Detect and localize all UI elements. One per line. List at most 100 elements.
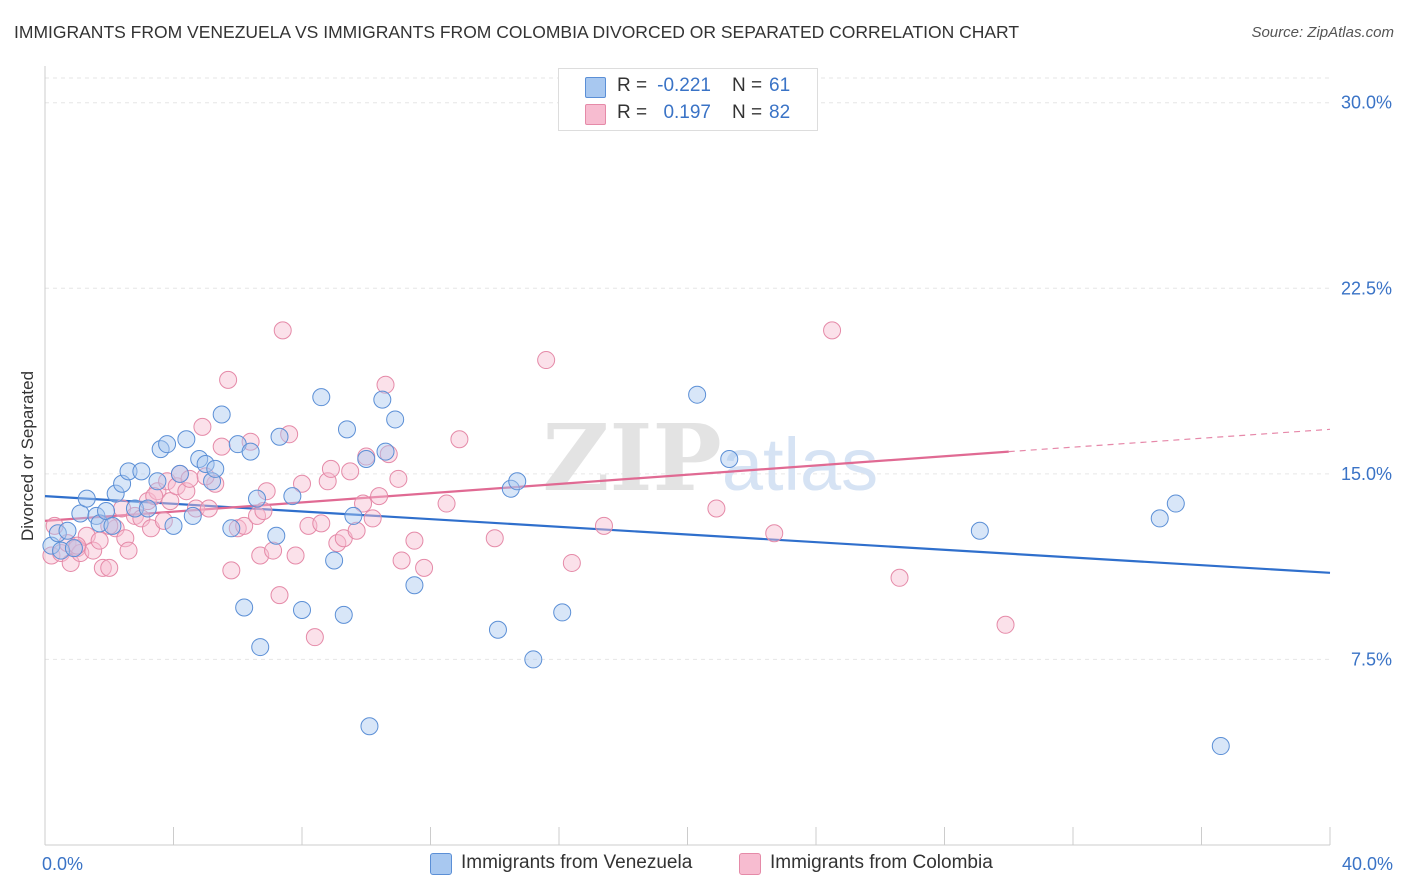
venezuela-point bbox=[553, 603, 572, 622]
venezuela-point bbox=[58, 521, 77, 540]
colombia-point bbox=[273, 321, 292, 340]
venezuela-point bbox=[241, 442, 260, 461]
venezuela-point bbox=[77, 489, 96, 508]
venezuela-point bbox=[376, 442, 395, 461]
colombia-point bbox=[286, 546, 305, 565]
colombia-point bbox=[84, 541, 103, 560]
colombia-point bbox=[389, 469, 408, 488]
colombia-point bbox=[890, 568, 909, 587]
colombia-point bbox=[370, 487, 389, 506]
colombia-point bbox=[132, 509, 151, 528]
venezuela-point bbox=[158, 435, 177, 454]
y-tick-label: 22.5% bbox=[1341, 278, 1392, 298]
venezuela-point bbox=[119, 462, 138, 481]
x-tick-label: 40.0% bbox=[1342, 854, 1393, 874]
venezuela-point bbox=[312, 388, 331, 407]
watermark-atlas: atlas bbox=[722, 423, 878, 506]
colombia-point bbox=[347, 521, 366, 540]
venezuela-r-value: -0.221 bbox=[657, 75, 711, 96]
colombia-point bbox=[707, 499, 726, 518]
venezuela-point bbox=[164, 516, 183, 535]
venezuela-point bbox=[508, 472, 527, 491]
venezuela-legend-label: Immigrants from Venezuela bbox=[461, 852, 693, 873]
venezuela-point bbox=[132, 462, 151, 481]
colombia-point bbox=[321, 459, 340, 478]
colombia-point bbox=[312, 514, 331, 533]
colombia-point bbox=[594, 516, 613, 535]
y-tick-label: 15.0% bbox=[1341, 464, 1392, 484]
venezuela-point bbox=[970, 521, 989, 540]
colombia-point bbox=[537, 351, 556, 370]
colombia-point bbox=[415, 558, 434, 577]
data-points bbox=[42, 321, 1230, 756]
colombia-point bbox=[765, 524, 784, 543]
y-tick-label: 7.5% bbox=[1351, 649, 1392, 669]
colombia-point bbox=[100, 558, 119, 577]
colombia-point bbox=[222, 561, 241, 580]
colombia-point bbox=[93, 558, 112, 577]
venezuela-point bbox=[177, 430, 196, 449]
colombia-point bbox=[68, 536, 87, 555]
colombia-point bbox=[405, 531, 424, 550]
x-tick-label: 0.0% bbox=[42, 854, 83, 874]
venezuela-point bbox=[267, 526, 286, 545]
venezuela-point bbox=[148, 472, 167, 491]
colombia-point bbox=[270, 586, 289, 605]
venezuela-point bbox=[270, 427, 289, 446]
colombia-point bbox=[193, 417, 212, 436]
colombia-point bbox=[392, 551, 411, 570]
tick-labels: 7.5% 15.0% 22.5% 30.0% 0.0% 40.0% Divorced or … bbox=[18, 93, 1393, 874]
venezuela-point bbox=[360, 717, 379, 736]
colombia-point bbox=[354, 494, 373, 513]
venezuela-point bbox=[501, 479, 520, 498]
colombia-point bbox=[154, 511, 173, 530]
venezuela-point bbox=[337, 420, 356, 439]
colombia-point bbox=[823, 321, 842, 340]
watermark-zip: ZIP bbox=[542, 404, 721, 512]
colombia-point bbox=[305, 628, 324, 647]
colombia-legend-swatch bbox=[739, 853, 761, 875]
colombia-point bbox=[437, 494, 456, 513]
venezuela-r-label: R = bbox=[617, 75, 648, 96]
colombia-point bbox=[376, 375, 395, 394]
colombia-point bbox=[379, 445, 398, 464]
venezuela-trend-line bbox=[44, 495, 1331, 574]
venezuela-swatch bbox=[585, 77, 606, 98]
colombia-point bbox=[264, 541, 283, 560]
colombia-point bbox=[562, 553, 581, 572]
colombia-trend-extension bbox=[1008, 428, 1331, 453]
colombia-point bbox=[61, 553, 80, 572]
axes bbox=[44, 66, 1331, 846]
colombia-legend-label: Immigrants from Colombia bbox=[770, 852, 993, 873]
colombia-r-label: R = bbox=[617, 102, 648, 123]
venezuela-point bbox=[106, 484, 125, 503]
venezuela-point bbox=[170, 464, 189, 483]
colombia-point bbox=[996, 615, 1015, 634]
colombia-point bbox=[206, 474, 225, 493]
colombia-point bbox=[119, 541, 138, 560]
venezuela-point bbox=[357, 450, 376, 469]
venezuela-point bbox=[64, 539, 83, 558]
venezuela-point bbox=[386, 410, 405, 429]
colombia-r-value: 0.197 bbox=[663, 102, 711, 123]
colombia-point bbox=[161, 492, 180, 511]
chart-title: IMMIGRANTS FROM VENEZUELA VS IMMIGRANTS … bbox=[14, 22, 1020, 42]
y-tick-label: 30.0% bbox=[1341, 93, 1392, 113]
venezuela-point bbox=[524, 650, 543, 669]
venezuela-point bbox=[235, 598, 254, 617]
venezuela-point bbox=[1211, 737, 1230, 756]
colombia-point bbox=[485, 529, 504, 548]
venezuela-point bbox=[283, 487, 302, 506]
colombia-point bbox=[363, 509, 382, 528]
correlation-legend: R = -0.221 N = 61 R = 0.197 N = 82 bbox=[558, 68, 818, 131]
venezuela-point bbox=[97, 501, 116, 520]
colombia-point bbox=[148, 482, 167, 501]
venezuela-point bbox=[125, 499, 144, 518]
venezuela-point bbox=[103, 516, 122, 535]
colombia-point bbox=[90, 531, 109, 550]
venezuela-point bbox=[344, 506, 363, 525]
colombia-point bbox=[341, 462, 360, 481]
venezuela-point bbox=[196, 454, 215, 473]
watermark: ZIP atlas bbox=[542, 404, 878, 512]
trend-lines bbox=[44, 428, 1331, 574]
